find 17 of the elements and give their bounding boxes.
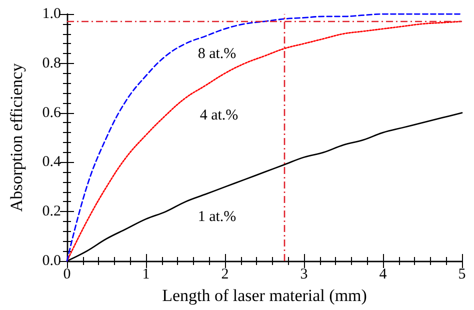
x-tick-label: 4 [379, 266, 388, 282]
y-tick-label: 0.6 [42, 104, 62, 121]
y-tick-label: 1.0 [42, 6, 61, 22]
x-tick-label: 1 [142, 266, 150, 282]
y-tick-label: 0.8 [42, 55, 61, 72]
y-tick-label: 0.4 [42, 154, 62, 170]
series-label: 1 at.% [198, 208, 236, 225]
y-tick-label: 0.0 [42, 253, 61, 269]
series-label: 8 at.% [198, 46, 236, 62]
y-axis-title: Absorption efficiency [7, 62, 26, 212]
y-tick-label: 0.2 [42, 204, 61, 220]
x-tick-label: 3 [300, 266, 308, 282]
x-tick-label: 0 [63, 266, 71, 282]
x-axis-title: Length of laser material (mm) [162, 286, 367, 305]
x-tick-label: 5 [458, 266, 466, 282]
x-tick-label: 2 [221, 266, 229, 282]
series-label: 4 at.% [200, 107, 238, 124]
